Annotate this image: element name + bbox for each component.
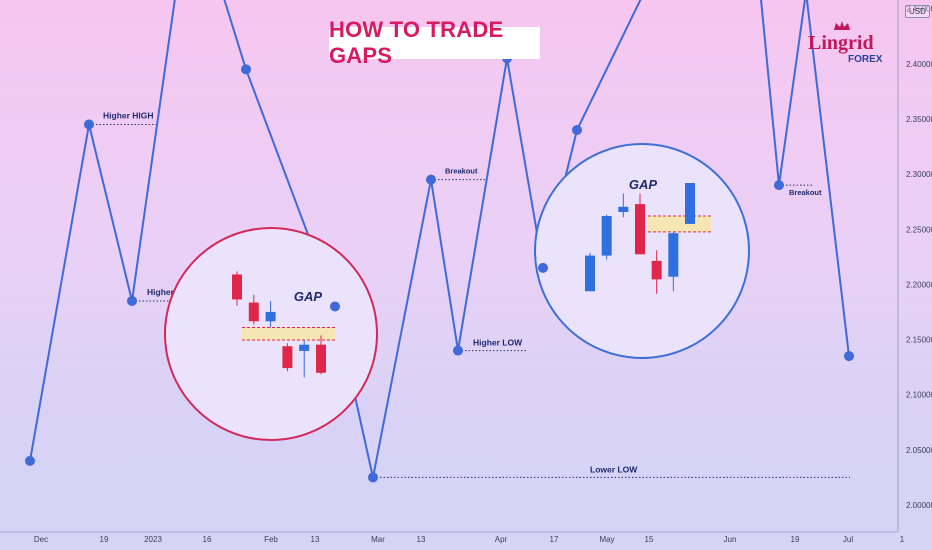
x-tick-label: Jul [843,535,853,544]
x-tick-label: 1 [900,535,905,544]
x-tick-label: 19 [100,535,109,544]
x-tick-label: 2023 [144,535,162,544]
gap-inset-label: GAP [629,177,658,192]
x-tick-label: Jun [724,535,737,544]
x-tick-label: Dec [34,535,48,544]
annotation-label: Higher HIGH [103,110,154,120]
title-banner: HOW TO TRADE GAPS [329,17,540,68]
x-tick-label: 17 [550,535,559,544]
candle-body [265,311,276,322]
y-tick-label: 2.10000 [906,391,932,400]
candle-body [316,344,326,373]
annotation-label: Higher LOW [147,287,197,297]
swing-point-marker [453,345,463,356]
logo-subtitle: FOREX [848,54,883,65]
x-tick-label: Mar [371,535,385,544]
y-tick-label: 2.45000 [906,5,932,14]
chart-title: HOW TO TRADE GAPS [329,17,504,68]
swing-point-marker [368,472,378,483]
annotation-label: Breakout [445,167,478,176]
currency-badge[interactable]: USD [905,5,930,18]
annotation-label: Lower LOW [590,464,638,474]
swing-point-marker [538,262,548,273]
y-tick-label: 2.25000 [906,225,932,234]
y-tick-label: 2.00000 [906,501,932,510]
y-tick-label: 2.05000 [906,446,932,455]
x-tick-label: 13 [417,535,426,544]
y-tick-label: 2.40000 [906,60,932,69]
candle-body [601,216,612,256]
x-tick-label: 15 [645,535,654,544]
crown-icon [834,21,850,30]
swing-point-marker [127,295,137,306]
candle-body [618,206,629,213]
swing-point-marker [572,124,582,135]
y-tick-label: 2.20000 [906,280,932,289]
y-tick-label: 2.15000 [906,336,932,345]
swing-point-marker [241,64,251,75]
gap-inset-label: GAP [294,289,323,304]
swing-point-marker [844,351,854,362]
candle-body [299,344,310,351]
y-tick-label: 2.30000 [906,170,932,179]
candle-body [635,204,645,255]
lingrid-logo: Lingrid FOREX [806,18,882,68]
x-tick-label: Feb [264,535,278,544]
x-tick-label: 13 [311,535,320,544]
candle-body [668,233,679,277]
annotation-label: Breakout [789,188,822,197]
annotation-label: Higher LOW [473,338,523,348]
x-tick-label: May [599,535,614,544]
x-tick-label: Apr [495,535,508,544]
candle-body [685,183,695,224]
swing-point-marker [84,119,94,130]
swing-point-marker [330,301,340,312]
swing-point-marker [774,180,784,191]
y-tick-label: 2.35000 [906,115,932,124]
candle-body [248,302,259,322]
swing-point-marker [426,174,436,185]
x-tick-label: 19 [791,535,800,544]
x-tick-label: 16 [203,535,212,544]
candle-body [585,255,595,292]
candle-body [651,260,662,280]
gap-zone [242,327,335,340]
gap-zone [648,216,711,232]
candle-body [232,274,242,300]
candle-body [282,346,293,369]
swing-point-marker [25,455,35,466]
logo-name: Lingrid [808,32,874,54]
